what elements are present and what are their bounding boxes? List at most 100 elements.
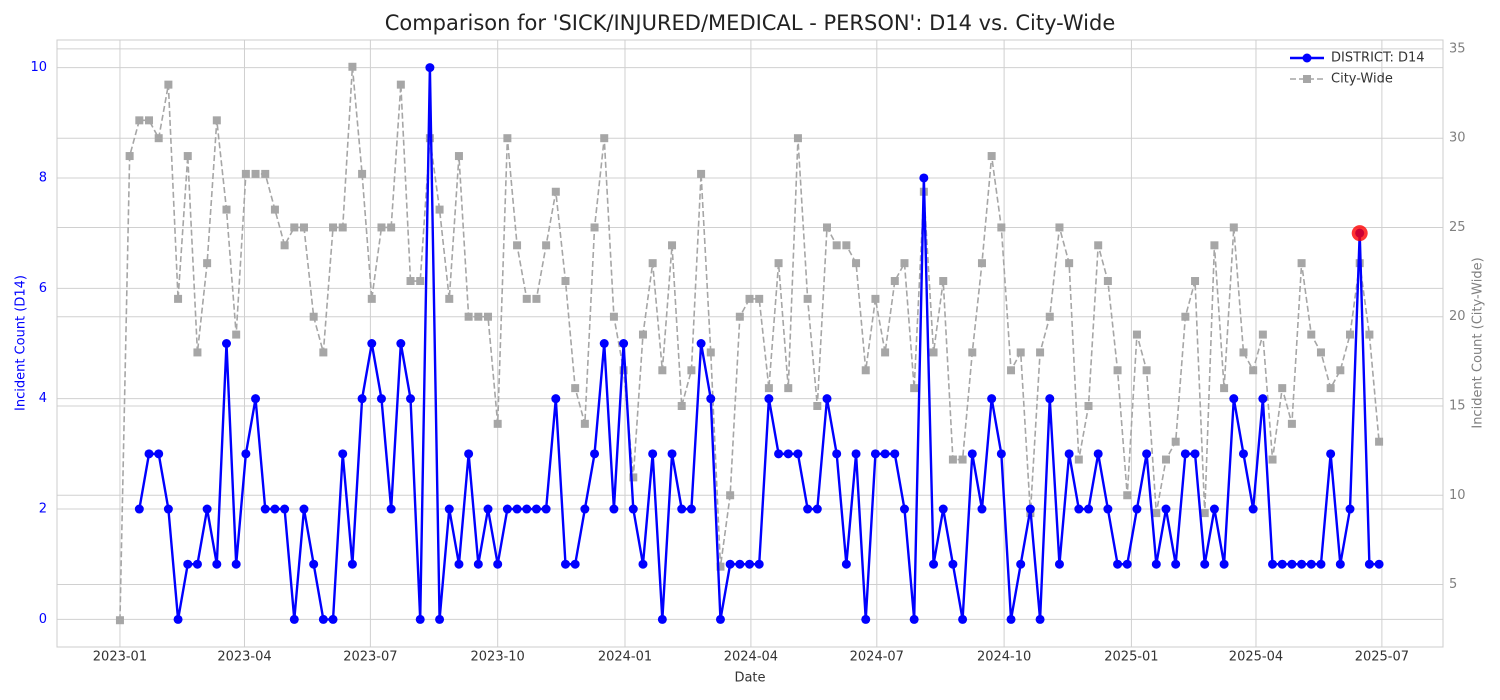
point-marker (222, 205, 231, 214)
point-marker (1132, 504, 1142, 514)
plot-frame (56, 39, 1444, 648)
point-marker (755, 294, 764, 303)
point-marker (735, 312, 744, 321)
point-marker (483, 504, 493, 514)
point-marker (290, 223, 299, 232)
point-marker (803, 294, 812, 303)
point-marker (396, 339, 406, 348)
point-marker (551, 187, 560, 196)
x-tick-label: 2025-04 (1229, 650, 1283, 665)
point-marker (145, 116, 154, 125)
point-marker (1190, 449, 1200, 459)
point-marker (793, 449, 803, 459)
point-marker (347, 559, 357, 569)
point-marker (823, 223, 831, 232)
point-marker (929, 348, 938, 357)
point-marker (415, 614, 425, 624)
point-marker (871, 294, 880, 303)
point-marker (454, 152, 463, 161)
point-marker (154, 134, 163, 143)
point-marker (870, 449, 880, 459)
point-marker (444, 504, 454, 514)
point-marker (192, 559, 202, 569)
point-marker (144, 449, 154, 459)
point-marker (881, 348, 890, 357)
point-marker (852, 259, 861, 268)
point-marker (997, 223, 1006, 232)
point-marker (968, 348, 977, 357)
point-marker (967, 449, 977, 459)
point-marker (164, 80, 173, 89)
point-marker (1307, 330, 1316, 339)
point-marker (1219, 559, 1229, 569)
point-marker (561, 277, 570, 286)
point-marker (580, 419, 589, 428)
point-marker (416, 277, 425, 286)
point-marker (280, 241, 289, 250)
point-marker (532, 294, 541, 303)
point-marker (725, 559, 735, 569)
x-tick-label: 2024-10 (977, 650, 1031, 665)
point-marker (1016, 559, 1026, 569)
point-marker (1287, 559, 1297, 569)
point-marker (1132, 330, 1141, 339)
point-marker (667, 449, 677, 459)
point-marker (474, 312, 483, 321)
point-marker (1278, 384, 1287, 393)
point-marker (735, 559, 745, 569)
x-tick-label: 2023-10 (471, 650, 525, 665)
point-marker (899, 504, 909, 514)
point-marker (1084, 504, 1094, 514)
point-marker (996, 449, 1006, 459)
point-marker (464, 449, 474, 459)
point-marker (958, 614, 968, 624)
point-marker (648, 259, 657, 268)
point-marker (134, 504, 144, 514)
highlight-marker (1351, 225, 1368, 242)
point-marker (842, 241, 851, 250)
y2-tick-label: 20 (1449, 309, 1466, 324)
x-tick-label: 2025-07 (1355, 650, 1409, 665)
point-marker (425, 134, 434, 143)
point-marker (406, 394, 416, 404)
point-marker (125, 152, 134, 161)
point-marker (1229, 394, 1239, 404)
point-marker (221, 339, 231, 348)
point-marker (445, 294, 454, 303)
point-marker (609, 504, 619, 514)
point-marker (1113, 366, 1122, 375)
point-marker (1142, 449, 1152, 459)
point-marker (183, 559, 193, 569)
point-marker (493, 419, 502, 428)
point-marker (890, 277, 899, 286)
point-marker (1365, 330, 1374, 339)
point-marker (135, 116, 144, 125)
point-marker (1161, 504, 1171, 514)
point-marker (348, 62, 357, 71)
point-marker (493, 559, 503, 569)
point-marker (696, 339, 706, 348)
point-marker (454, 559, 464, 569)
point-marker (1123, 491, 1132, 500)
point-marker (232, 330, 241, 339)
point-marker (1180, 449, 1190, 459)
point-marker (396, 80, 405, 89)
point-marker (1122, 559, 1132, 569)
y2-tick-label: 5 (1449, 577, 1457, 592)
point-marker (1151, 559, 1161, 569)
point-marker (1093, 449, 1103, 459)
point-marker (745, 559, 755, 569)
point-marker (542, 241, 551, 250)
point-marker (503, 134, 512, 143)
chart-title: Comparison for 'SICK/INJURED/MEDICAL - P… (385, 11, 1116, 35)
point-marker (668, 241, 677, 250)
point-marker (299, 504, 309, 514)
point-marker (280, 504, 290, 514)
point-marker (1113, 559, 1123, 569)
point-marker (987, 152, 996, 161)
point-marker (812, 504, 822, 514)
point-marker (174, 294, 183, 303)
point-marker (1181, 312, 1190, 321)
point-marker (435, 205, 444, 214)
